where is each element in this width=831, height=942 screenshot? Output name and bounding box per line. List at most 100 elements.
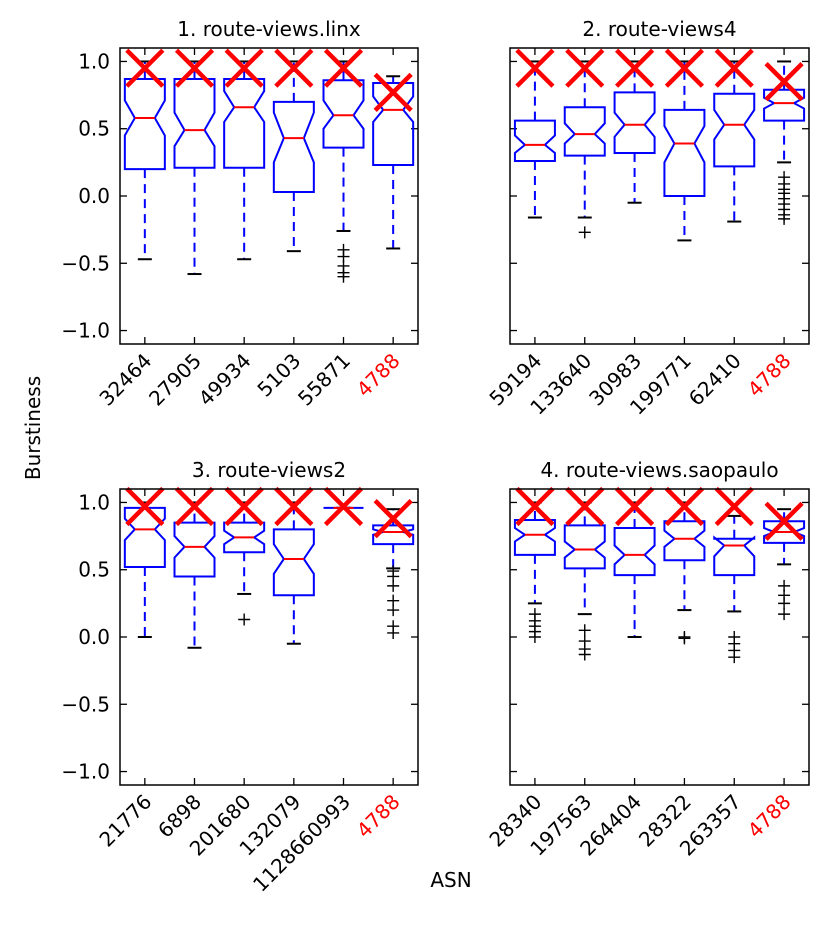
x-tick-label-32464: 32464: [94, 349, 156, 411]
box-4788: [372, 72, 415, 250]
notched-box: [663, 108, 706, 197]
flier-point: [728, 651, 741, 664]
notched-box: [123, 77, 166, 171]
notched-box: [372, 81, 415, 167]
notched-box: [663, 520, 706, 562]
x-tick-label-27905: 27905: [144, 349, 206, 411]
y-tick-label: 0.0: [78, 625, 110, 649]
y-tick-label: 0.5: [78, 558, 110, 582]
x-tick-label-21776: 21776: [94, 790, 156, 852]
box-6898: [173, 486, 216, 649]
panel-title: 3. route-views2: [192, 458, 346, 482]
x-marker: [224, 48, 264, 88]
box-62410: [713, 48, 756, 223]
x-tick-label-4788: 4788: [352, 790, 405, 843]
box-21776: [123, 486, 166, 638]
panel-2: 2. route-views45919413364030983199771624…: [484, 17, 810, 420]
panel-title: 1. route-views.linx: [177, 17, 361, 41]
x-marker: [174, 48, 215, 88]
flier-point: [337, 270, 350, 283]
x-tick-label-4788: 4788: [743, 790, 796, 843]
x-marker: [614, 48, 655, 88]
panel-1: 1. route-views.linx 1.0 0.5 0.0 −0.5 −1.0 3246…: [61, 17, 419, 411]
x-marker: [373, 72, 413, 112]
x-marker: [714, 48, 754, 88]
y-tick-label: 1.0: [78, 49, 110, 73]
flier-point: [238, 613, 251, 626]
box-32464: [123, 48, 166, 261]
y-tick-label: −1.0: [61, 319, 110, 343]
box-264404: [613, 486, 656, 638]
box-28322: [663, 486, 706, 645]
notched-box: [613, 91, 656, 154]
notched-box: [713, 535, 756, 577]
notched-box: [322, 79, 365, 149]
x-marker: [764, 62, 804, 102]
plot-frame: [119, 47, 419, 345]
box-49934: [223, 48, 266, 261]
flier-point: [387, 604, 400, 617]
flier-point: [778, 608, 791, 621]
notched-box: [513, 518, 556, 556]
x-marker: [323, 486, 364, 527]
y-tick-label: −0.5: [61, 692, 110, 716]
y-tick-label: 0.0: [78, 184, 110, 208]
flier-point: [578, 226, 591, 239]
x-marker: [323, 48, 364, 88]
x-marker: [224, 486, 264, 527]
x-marker: [274, 486, 314, 527]
notched-box: [123, 506, 166, 569]
y-tick-label: 0.5: [78, 117, 110, 141]
plot-frame: [509, 488, 810, 786]
flier-point: [387, 579, 400, 592]
notched-box: [272, 528, 315, 597]
notched-box: [223, 521, 266, 554]
x-marker: [515, 48, 555, 88]
plot-frame: [509, 47, 810, 345]
box-133640: [563, 48, 606, 239]
flier-point: [678, 632, 691, 645]
box-4788: [372, 499, 415, 639]
x-axis-label: ASN: [430, 868, 471, 892]
notched-box: [173, 521, 216, 578]
notched-box: [173, 77, 216, 169]
x-marker: [764, 501, 804, 541]
panel-4: 4. route-views.saopaulo28340197563264404…: [484, 458, 810, 861]
notched-box: [513, 119, 556, 163]
flier-point: [578, 624, 591, 637]
x-marker: [565, 48, 605, 88]
x-marker: [614, 486, 655, 527]
y-tick-label: −0.5: [61, 251, 110, 275]
x-marker: [565, 486, 605, 527]
notched-box: [713, 92, 756, 168]
x-tick-label-49934: 49934: [194, 349, 256, 411]
box-30983: [613, 48, 656, 204]
x-marker: [515, 486, 555, 527]
y-axis-label: Burstiness: [21, 376, 45, 480]
box-201680: [223, 486, 266, 626]
notched-box: [223, 77, 266, 169]
box-197563: [563, 486, 606, 661]
box-1128660993: [323, 486, 364, 527]
panel-3: 3. route-views21.00.50.0−0.5−1.021776689…: [61, 458, 419, 897]
panel-title: 2. route-views4: [582, 17, 736, 41]
x-marker: [174, 486, 215, 527]
y-tick-label: 1.0: [78, 490, 110, 514]
x-marker: [664, 486, 705, 527]
notched-box: [763, 88, 806, 122]
x-tick-label-55871: 55871: [293, 349, 355, 411]
x-marker: [373, 499, 413, 539]
box-55871: [322, 48, 365, 283]
panel-title: 4. route-views.saopaulo: [540, 458, 778, 482]
flier-point: [778, 212, 791, 225]
x-marker: [125, 486, 165, 527]
x-marker: [664, 48, 705, 88]
box-132079: [272, 486, 315, 645]
x-tick-label-4788: 4788: [743, 349, 796, 402]
notched-box: [613, 527, 656, 577]
flier-point: [528, 631, 541, 643]
flier-point: [387, 626, 400, 639]
notched-box: [272, 100, 315, 193]
box-28340: [513, 486, 556, 643]
